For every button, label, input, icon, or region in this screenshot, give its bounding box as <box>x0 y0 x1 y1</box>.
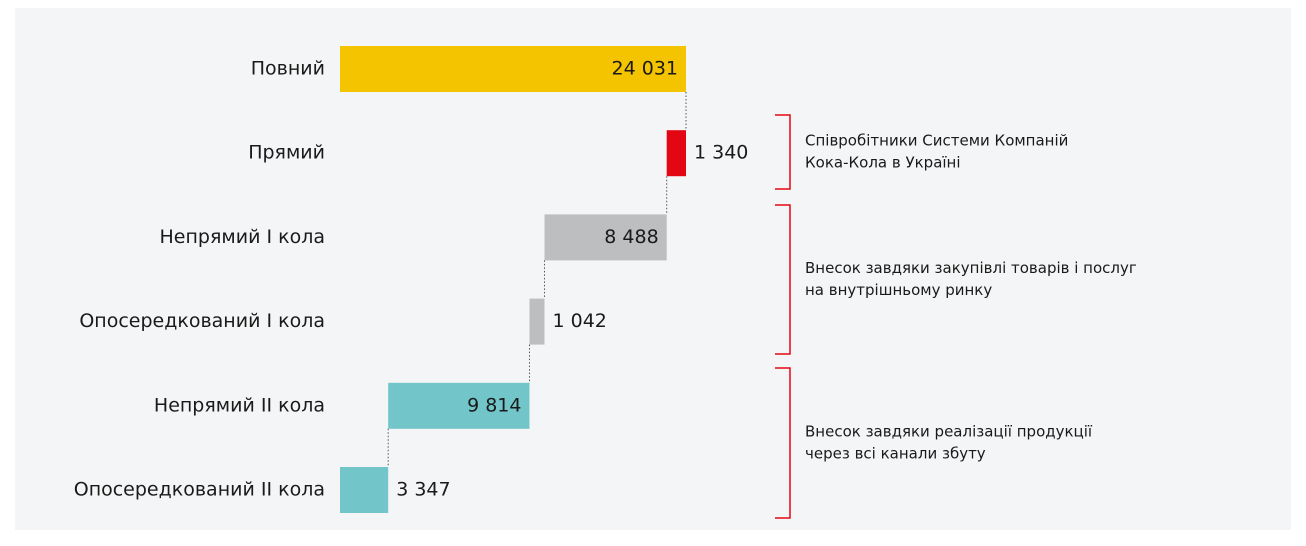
annotation: Внесок завдяки реалізації продукції <box>805 423 1093 441</box>
bar <box>340 467 389 513</box>
bar <box>340 46 686 92</box>
bracket <box>775 204 791 355</box>
category-label: Повний <box>251 58 325 80</box>
bar <box>666 130 686 177</box>
category-label: Прямий <box>248 142 325 164</box>
bar <box>544 214 667 261</box>
value-label: 8 488 <box>604 226 658 248</box>
category-label: Опосередкований II кола <box>74 479 325 501</box>
bracket <box>775 114 791 190</box>
category-label: Опосередкований I кола <box>79 310 325 332</box>
bracket <box>775 367 791 519</box>
value-label: 3 347 <box>396 479 450 501</box>
category-label: Непрямий I кола <box>160 226 326 248</box>
annotation: Внесок завдяки закупівлі товарів і послу… <box>805 259 1137 277</box>
value-label: 9 814 <box>467 394 521 416</box>
annotation: через всі канали збуту <box>805 445 986 463</box>
value-label: 1 042 <box>552 310 606 332</box>
value-label: 24 031 <box>612 58 678 80</box>
annotation: Співробітники Системи Компаній <box>805 132 1068 150</box>
annotation: Кока-Кола в Україні <box>805 154 961 172</box>
bar <box>388 382 530 429</box>
annotation: на внутрішньому ринку <box>805 281 992 299</box>
category-label: Непрямий II кола <box>154 394 325 416</box>
panel <box>15 8 1291 530</box>
value-label: 1 340 <box>694 142 748 164</box>
bar <box>529 298 545 345</box>
